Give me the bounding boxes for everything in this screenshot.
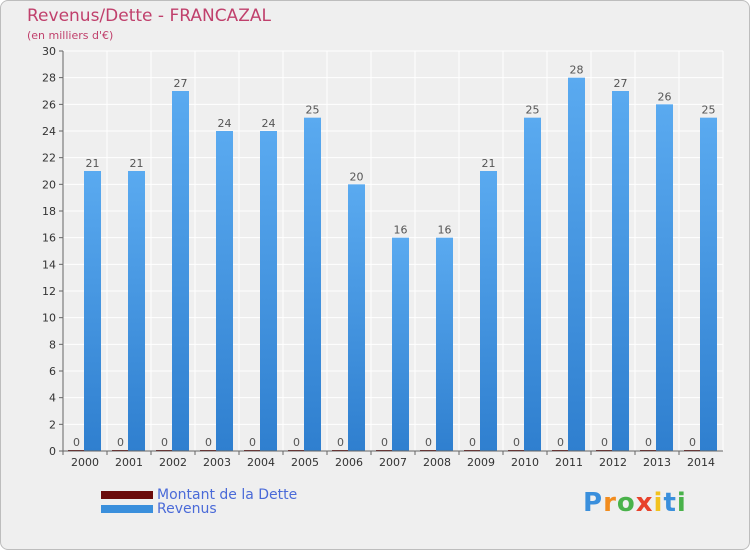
bar-revenue-2001 [128,171,145,451]
logo-letter: o [616,488,636,518]
y-tick-label-0: 0 [49,445,56,458]
data-label-revenue-2005: 25 [306,104,320,117]
x-tick-label-2008: 2008 [423,456,451,469]
y-tick-label-24: 24 [42,125,56,138]
data-label-revenue-2004: 24 [262,117,276,130]
data-label-revenue-2001: 21 [130,157,144,170]
legend-label-revenue: Revenus [157,501,217,517]
data-label-debt-2002: 0 [161,436,168,449]
data-label-debt-2003: 0 [205,436,212,449]
data-label-revenue-2000: 21 [86,157,100,170]
x-tick-label-2012: 2012 [599,456,627,469]
y-tick-label-8: 8 [49,338,56,351]
x-tick-label-2009: 2009 [467,456,495,469]
data-label-revenue-2010: 25 [526,104,540,117]
data-label-revenue-2013: 26 [658,90,672,103]
bar-revenue-2003 [216,131,233,451]
bar-revenue-2013 [656,104,673,451]
data-label-revenue-2014: 25 [702,104,716,117]
legend-label-debt: Montant de la Dette [157,487,298,503]
y-tick-label-10: 10 [42,312,56,325]
y-tick-label-22: 22 [42,152,56,165]
bar-layer [68,77,717,452]
x-tick-label-2005: 2005 [291,456,319,469]
logo-letter: r [603,488,617,518]
label-layer: 0 21 0 21 0 27 0 24 0 24 0 25 0 20 0 16 0 16 0 21 0 25 0 28 0 27 0… [73,64,716,449]
bar-revenue-2009 [480,171,497,451]
data-label-debt-2011: 0 [557,436,564,449]
y-tick-label-26: 26 [42,98,56,111]
x-tick-label-2000: 2000 [71,456,99,469]
x-tick-label-2007: 2007 [379,456,407,469]
bar-revenue-2002 [172,91,189,451]
data-label-debt-2014: 0 [689,436,696,449]
x-tick-label-2003: 2003 [203,456,231,469]
logo-letter: x [635,488,654,518]
data-label-revenue-2012: 27 [614,77,628,90]
logo-letter: t [663,488,677,518]
y-tick-label-12: 12 [42,285,56,298]
x-tick-label-2014: 2014 [687,456,715,469]
data-label-debt-2013: 0 [645,436,652,449]
bar-revenue-2000 [84,171,101,451]
x-tick-label-2010: 2010 [511,456,539,469]
y-tick-label-28: 28 [42,72,56,85]
legend-swatch-debt [101,491,153,499]
proxiti-logo: Proxiti [583,488,687,518]
bar-revenue-2010 [524,117,541,452]
data-label-debt-2005: 0 [293,436,300,449]
x-tick-label-2001: 2001 [115,456,143,469]
y-tick-label-16: 16 [42,232,56,245]
data-label-debt-2012: 0 [601,436,608,449]
x-tick-label-2011: 2011 [555,456,583,469]
bar-revenue-2012 [612,91,629,451]
logo-letter: i [653,488,664,518]
data-label-revenue-2003: 24 [218,117,232,130]
x-tick-label-2006: 2006 [335,456,363,469]
data-label-revenue-2006: 20 [350,170,364,183]
logo-letter: P [583,488,604,518]
chart-subtitle: (en milliers d'€) [27,29,114,42]
x-tick-label-2004: 2004 [247,456,275,469]
data-label-debt-2007: 0 [381,436,388,449]
y-tick-label-14: 14 [42,258,56,271]
y-tick-label-6: 6 [49,365,56,378]
data-label-revenue-2002: 27 [174,77,188,90]
data-label-debt-2008: 0 [425,436,432,449]
bar-revenue-2007 [392,237,409,451]
bar-revenue-2006 [348,184,365,452]
data-label-revenue-2008: 16 [438,224,452,237]
legend-item-debt: Montant de la Dette [101,487,297,503]
x-tick-label-2002: 2002 [159,456,187,469]
y-tick-label-2: 2 [49,418,56,431]
legend-swatch-revenue [101,505,153,513]
data-label-debt-2009: 0 [469,436,476,449]
legend-item-revenue: Revenus [101,501,217,517]
data-label-revenue-2007: 16 [394,224,408,237]
data-label-revenue-2011: 28 [570,64,584,77]
bar-revenue-2011 [568,77,585,452]
data-label-revenue-2009: 21 [482,157,496,170]
y-tick-label-20: 20 [42,178,56,191]
y-tick-label-4: 4 [49,392,56,405]
data-label-debt-2010: 0 [513,436,520,449]
bar-revenue-2014 [700,117,717,452]
chart-title: Revenus/Dette - FRANCAZAL [27,6,271,26]
bar-revenue-2004 [260,131,277,451]
data-label-debt-2004: 0 [249,436,256,449]
data-label-debt-2000: 0 [73,436,80,449]
bar-revenue-2005 [304,117,321,452]
y-tick-label-18: 18 [42,205,56,218]
y-tick-label-30: 30 [42,45,56,58]
x-tick-label-2013: 2013 [643,456,671,469]
bar-revenue-2008 [436,237,453,451]
logo-letter: i [676,488,687,518]
data-label-debt-2006: 0 [337,436,344,449]
data-label-debt-2001: 0 [117,436,124,449]
